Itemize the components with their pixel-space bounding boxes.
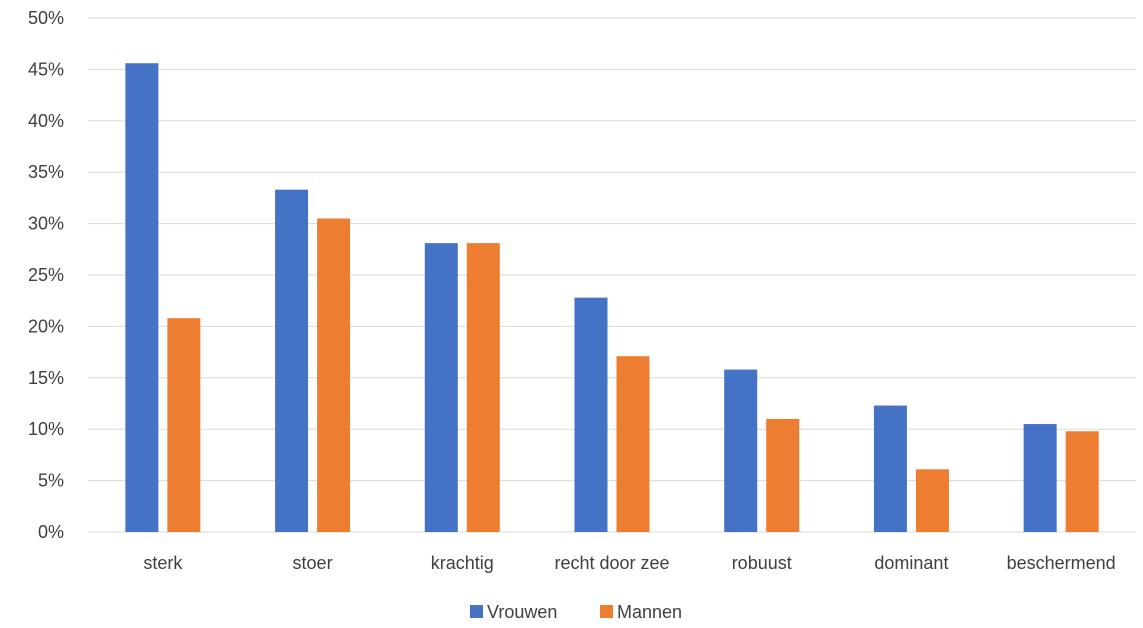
- bars: [125, 63, 1099, 533]
- bar-mannen-sterk: [167, 318, 201, 532]
- bar-vrouwen-stoer: [275, 189, 309, 532]
- y-tick-label: 20%: [28, 316, 64, 336]
- y-tick-label: 30%: [28, 214, 64, 234]
- x-category-label: robuust: [732, 553, 792, 573]
- x-axis-category-labels: sterk stoer krachtig recht door zee robuust d…: [143, 553, 1115, 573]
- y-tick-label: 35%: [28, 162, 64, 182]
- legend-label-vrouwen: Vrouwen: [487, 602, 557, 622]
- bar-mannen-beschermend: [1065, 431, 1099, 532]
- legend: Vrouwen Mannen: [470, 602, 682, 622]
- x-category-label: stoer: [293, 553, 333, 573]
- y-tick-label: 5%: [38, 471, 64, 491]
- y-tick-label: 0%: [38, 522, 64, 542]
- y-tick-label: 45%: [28, 59, 64, 79]
- x-category-label: recht door zee: [554, 553, 669, 573]
- bar-mannen-robuust: [766, 418, 800, 532]
- legend-item-mannen: Mannen: [600, 602, 682, 622]
- bar-vrouwen-recht-door-zee: [574, 297, 608, 532]
- y-tick-label: 50%: [28, 8, 64, 28]
- bar-vrouwen-krachtig: [424, 243, 458, 532]
- legend-swatch-mannen: [600, 605, 613, 618]
- bar-mannen-recht-door-zee: [616, 356, 650, 532]
- bar-mannen-dominant: [915, 469, 949, 532]
- y-tick-label: 10%: [28, 419, 64, 439]
- legend-item-vrouwen: Vrouwen: [470, 602, 557, 622]
- legend-label-mannen: Mannen: [617, 602, 682, 622]
- x-category-label: krachtig: [431, 553, 494, 573]
- bar-mannen-stoer: [317, 218, 351, 532]
- bar-vrouwen-sterk: [125, 63, 159, 533]
- bar-mannen-krachtig: [466, 243, 500, 532]
- x-category-label: beschermend: [1007, 553, 1116, 573]
- bar-vrouwen-robuust: [724, 369, 758, 532]
- x-category-label: sterk: [143, 553, 183, 573]
- x-category-label: dominant: [874, 553, 948, 573]
- legend-swatch-vrouwen: [470, 605, 483, 618]
- bar-vrouwen-beschermend: [1023, 424, 1057, 532]
- y-tick-label: 15%: [28, 368, 64, 388]
- y-tick-label: 25%: [28, 265, 64, 285]
- y-axis-tick-labels: 0% 5% 10% 15% 20% 25% 30% 35% 40% 45% 50%: [28, 8, 64, 542]
- y-tick-label: 40%: [28, 111, 64, 131]
- gridlines: [88, 17, 1136, 533]
- bar-vrouwen-dominant: [873, 405, 907, 532]
